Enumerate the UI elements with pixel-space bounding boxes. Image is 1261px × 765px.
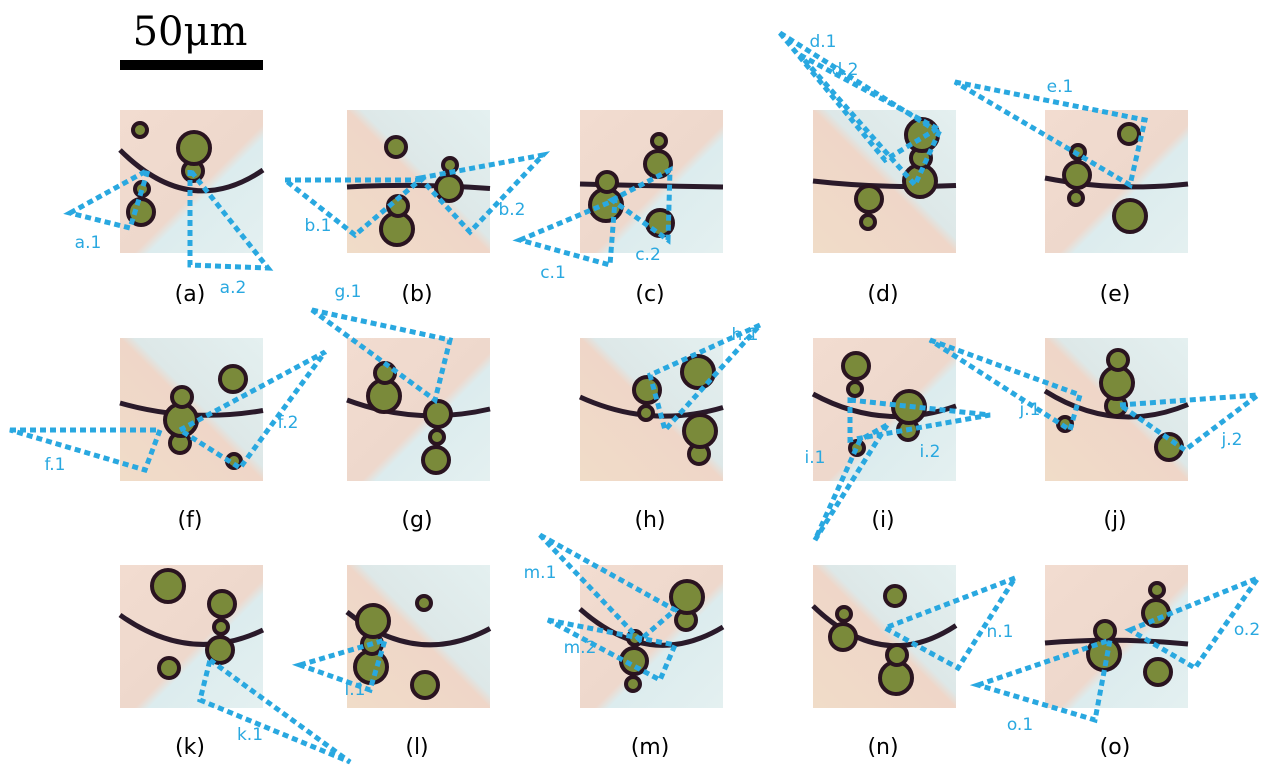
cell — [1145, 659, 1171, 685]
panel-label: (b) — [401, 282, 432, 307]
panel: (m) — [580, 565, 723, 760]
cell — [621, 648, 647, 674]
annotation-label: n.1 — [987, 622, 1014, 642]
cell — [412, 672, 438, 698]
panel: (c) — [580, 110, 723, 307]
annotation-label: j.2 — [1221, 430, 1243, 450]
cell — [1064, 162, 1090, 188]
annotation-label: o.2 — [1234, 620, 1260, 640]
micrograph — [1045, 565, 1188, 708]
annotation-label: j.1 — [1019, 400, 1041, 420]
panel: (h) — [580, 338, 723, 533]
cell — [1108, 350, 1128, 370]
cell — [830, 624, 856, 650]
annotation-label: m.1 — [524, 563, 557, 583]
cell — [417, 596, 431, 610]
cell — [430, 430, 444, 444]
cell — [885, 586, 905, 606]
panel-label: (n) — [867, 735, 898, 760]
panel: (b) — [347, 110, 490, 307]
cell — [172, 387, 192, 407]
annotation-label: b.1 — [304, 216, 331, 236]
panel: (g) — [347, 338, 490, 533]
cell — [639, 406, 653, 420]
annotation-label: d.2 — [831, 60, 858, 80]
cell — [848, 382, 862, 396]
annotation-label: a.2 — [220, 278, 247, 298]
panel: (e) — [1045, 110, 1188, 307]
cell — [684, 415, 716, 447]
cell — [887, 645, 907, 665]
panel-label: (l) — [405, 735, 428, 760]
cell — [843, 353, 869, 379]
panel-label: (o) — [1100, 735, 1131, 760]
panel: (i) — [813, 338, 956, 533]
cell — [152, 570, 184, 602]
panel-label: (j) — [1103, 508, 1126, 533]
panel: (f) — [120, 338, 263, 533]
figure: 50μm (a) (b) (c) (d) (e) (f) (g) (h) (i) (j) (k) (l… — [0, 0, 1261, 765]
annotation-label: l.1 — [345, 680, 366, 700]
annotation-label: h.1 — [732, 325, 759, 345]
annotation-label: f.2 — [278, 413, 299, 433]
panel: (l) — [347, 565, 490, 760]
panel-label: (g) — [401, 508, 432, 533]
annotation-label: c.1 — [540, 263, 566, 283]
cell — [1150, 583, 1164, 597]
panel: (n) — [813, 565, 956, 760]
scale-bar — [120, 60, 263, 70]
annotation-label: k.1 — [237, 725, 263, 745]
cell — [209, 591, 235, 617]
panel: (d) — [813, 110, 956, 307]
cell — [837, 607, 851, 621]
annotation-label: d.1 — [809, 32, 836, 52]
annotation-label: o.1 — [1007, 715, 1033, 735]
cell — [597, 172, 617, 192]
cell — [1095, 621, 1115, 641]
annotation-label: e.1 — [1047, 77, 1074, 97]
cell — [178, 132, 210, 164]
panel-label: (d) — [867, 282, 898, 307]
cell — [652, 134, 666, 148]
cell — [1156, 434, 1182, 460]
annotation-label: a.1 — [75, 233, 102, 253]
annotation-label: g.1 — [334, 282, 361, 302]
cell — [861, 215, 875, 229]
scale-bar-label: 50μm — [133, 9, 248, 55]
cell — [1114, 200, 1146, 232]
panel-label: (f) — [178, 508, 203, 533]
cell — [386, 137, 406, 157]
panel: (o) — [1045, 565, 1188, 760]
annotation-label: i.2 — [920, 442, 941, 462]
cell — [626, 677, 640, 691]
panel-label: (a) — [175, 282, 206, 307]
annotation-label: m.2 — [564, 638, 597, 658]
cell — [1119, 124, 1139, 144]
panel-label: (k) — [175, 735, 205, 760]
panel-label: (c) — [635, 282, 664, 307]
cell — [159, 658, 179, 678]
cell — [423, 447, 449, 473]
cell — [1143, 600, 1169, 626]
annotation-label: i.1 — [805, 448, 826, 468]
annotation-label: c.2 — [635, 245, 661, 265]
panel-label: (h) — [634, 508, 665, 533]
panel-label: (i) — [871, 508, 894, 533]
annotation-label: b.2 — [498, 200, 525, 220]
annotation-label: f.1 — [45, 455, 66, 475]
cell — [1069, 191, 1083, 205]
cell — [220, 366, 246, 392]
cell — [647, 210, 673, 236]
cell — [214, 620, 228, 634]
cell — [133, 123, 147, 137]
cell — [425, 401, 451, 427]
cell — [357, 605, 389, 637]
cell — [436, 175, 462, 201]
panel-label: (m) — [631, 735, 670, 760]
panel-label: (e) — [1100, 282, 1131, 307]
cell — [856, 186, 882, 212]
